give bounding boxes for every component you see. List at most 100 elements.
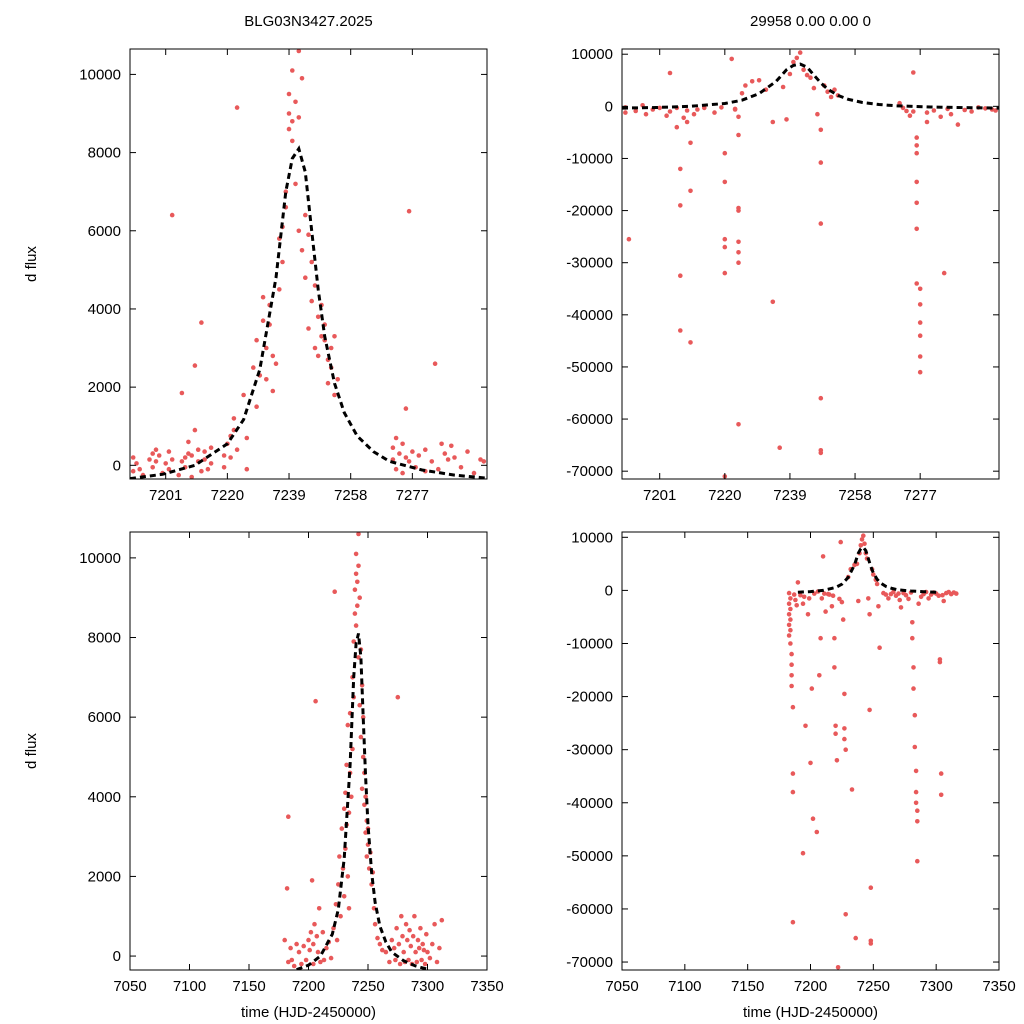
data-point [333,902,339,907]
data-point [416,945,422,951]
data-point [147,457,152,462]
data-point [983,106,988,111]
y-tick-label: 0 [605,98,613,115]
y-tick-label: 0 [113,457,121,474]
data-point [306,937,311,943]
y-tick-label: 8000 [88,145,121,162]
data-point [940,592,945,598]
data-point [375,935,380,941]
data-point [401,949,407,955]
data-point [395,694,401,700]
data-point [241,392,246,398]
data-point [228,455,233,460]
data-point [306,326,311,331]
x-tick-label: 7220 [708,487,741,504]
data-point [296,228,302,234]
data-point [914,143,919,148]
data-point [833,731,838,736]
data-point [419,957,424,963]
data-point [355,603,360,608]
data-point [341,894,347,899]
data-point [391,945,397,951]
data-point [788,617,793,622]
data-point [434,959,440,965]
x-tick-label: 7200 [292,978,325,995]
data-point [270,388,276,394]
data-point [913,789,919,795]
data-point [667,109,673,114]
data-point [917,369,923,375]
data-point [332,392,337,398]
data-point [289,957,295,963]
data-point [449,443,454,449]
data-point [293,181,298,187]
data-point [221,453,227,458]
data-point [917,354,923,359]
data-point [866,596,871,601]
data-point [912,744,918,750]
data-point [843,912,848,917]
data-point [732,107,738,112]
data-point [319,334,324,339]
data-point [321,957,327,963]
data-point [202,449,207,454]
data-point [130,455,136,460]
data-point [780,84,786,90]
data-point [349,794,354,800]
data-point [166,466,172,472]
y-tick-label: -50000 [566,848,613,865]
data-point [315,949,321,955]
data-point [432,361,438,367]
data-point [286,126,292,132]
data-point [363,794,368,800]
data-point [842,726,847,731]
data-point [805,612,811,617]
data-point [800,850,806,856]
data-point [332,589,338,594]
y-tick-label: -40000 [566,795,613,812]
data-point [838,539,843,545]
data-point [790,771,796,776]
y-tick-label: 6000 [88,709,121,726]
data-point [840,617,846,622]
data-point [788,627,793,633]
data-point [307,947,313,953]
data-point [400,470,405,476]
data-point [911,70,916,75]
data-point [808,760,813,766]
data-point [858,543,864,548]
y-tick-label: -70000 [566,463,613,480]
data-point [962,107,967,113]
data-point [293,99,298,105]
data-point [829,604,835,609]
x-tick-label: 7201 [643,487,676,504]
x-tick-label: 7300 [411,978,444,995]
data-point [399,913,404,919]
data-point [926,596,931,601]
data-point [412,913,417,919]
data-point [357,595,363,600]
data-point [791,592,797,597]
y-tick-label: -20000 [566,203,613,220]
data-point [137,466,142,472]
data-point [839,599,845,605]
plot-area [282,532,445,970]
data-point [688,140,693,146]
data-point [914,200,919,206]
x-tick-label: 7250 [857,978,890,995]
data-point [244,466,250,472]
data-point [657,105,662,111]
data-point [303,957,309,963]
data-point [938,114,943,120]
data-point [273,361,279,367]
data-point [917,320,923,325]
data-point [393,466,399,472]
data-point [823,609,828,614]
data-point [414,959,420,965]
data-point [387,959,392,965]
data-point [954,591,959,596]
x-tick-label: 7050 [113,978,146,995]
y-tick-label: -30000 [566,255,613,272]
data-point [898,605,904,610]
data-point [871,572,876,577]
